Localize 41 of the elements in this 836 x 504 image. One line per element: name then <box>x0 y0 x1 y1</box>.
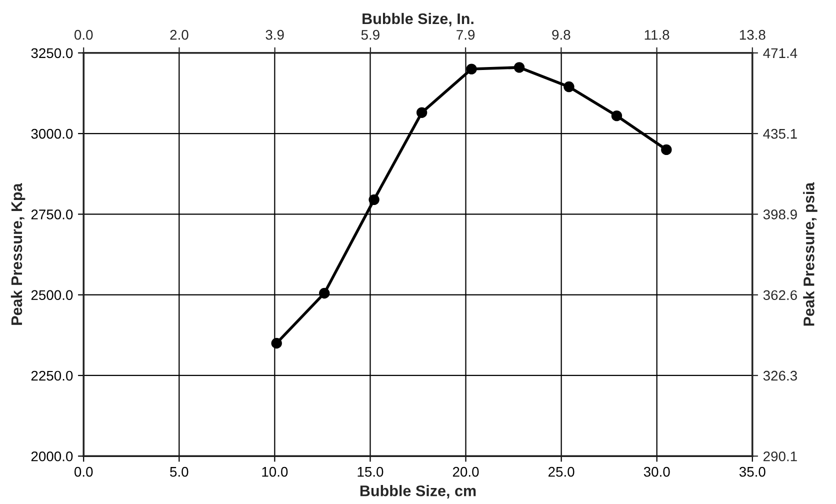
point <box>466 64 477 74</box>
x2-tick-label: 7.9 <box>456 30 475 40</box>
x2-tick-label: 0.0 <box>74 30 93 40</box>
point <box>661 144 672 156</box>
x-tick-label: 20.0 <box>452 466 479 477</box>
x-tick-label: 30.0 <box>644 466 670 477</box>
x-tick-label: 10.0 <box>262 466 288 477</box>
y-tick-label: 3250.0 <box>31 48 73 58</box>
y-tick-label: 2250.0 <box>31 370 73 381</box>
point <box>271 338 282 349</box>
y-axis-title: Peak Pressure, Kpa <box>10 183 26 325</box>
y2-tick-label: 326.3 <box>763 370 797 381</box>
point <box>564 81 574 92</box>
x2-tick-label: 5.9 <box>361 30 380 40</box>
point <box>368 194 380 206</box>
y2-tick-label: 398.9 <box>763 210 797 220</box>
x2-tick-label: 13.8 <box>740 30 766 40</box>
x2-tick-label: 11.8 <box>644 30 670 40</box>
x2-axis-title: Bubble Size, In. <box>362 12 474 26</box>
y-tick-label: 2500.0 <box>31 290 73 300</box>
point <box>416 107 428 118</box>
y-tick-label: 3000.0 <box>31 128 73 139</box>
x-tick-label: 35.0 <box>739 466 766 477</box>
point <box>319 288 330 299</box>
x-tick-label: 0.0 <box>74 466 93 477</box>
point <box>611 110 622 122</box>
y-tick-label: 2750.0 <box>31 210 73 220</box>
x2-tick-label: 3.9 <box>266 30 284 40</box>
y2-axis-title: Peak Pressure, psia <box>803 182 818 326</box>
point <box>514 62 525 73</box>
y2-tick-label: 362.6 <box>763 290 797 300</box>
x-axis-title: Bubble Size, cm <box>360 485 476 498</box>
y-tick-label: 2000.0 <box>31 451 73 462</box>
y2-tick-label: 471.4 <box>763 48 798 58</box>
x-tick-label: 15.0 <box>358 466 384 477</box>
x2-tick-label: 2.0 <box>170 30 188 40</box>
y2-tick-label: 290.1 <box>764 451 797 462</box>
x-tick-label: 25.0 <box>548 466 574 477</box>
x2-tick-label: 9.8 <box>552 30 570 40</box>
x-tick-label: 5.0 <box>170 466 188 477</box>
y2-tick-label: 435.1 <box>763 128 797 139</box>
